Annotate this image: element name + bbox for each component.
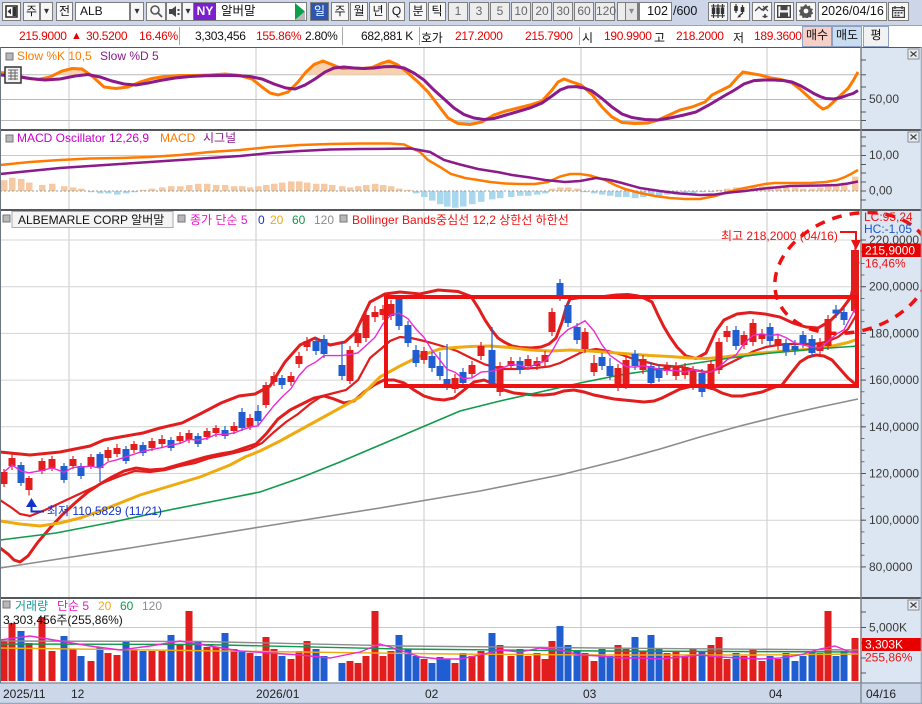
- svg-text:최고 218,2000 (04/16): 최고 218,2000 (04/16): [721, 229, 838, 243]
- svg-text:거래량: 거래량: [15, 599, 48, 613]
- svg-text:ALBEMARLE CORP 알버말: ALBEMARLE CORP 알버말: [18, 213, 164, 227]
- svg-text:60: 60: [292, 213, 306, 227]
- svg-text:10,00: 10,00: [869, 148, 899, 162]
- svg-text:04/16: 04/16: [866, 687, 896, 701]
- svg-text:120: 120: [314, 213, 334, 227]
- svg-text:160,0000: 160,0000: [869, 373, 919, 387]
- svg-text:0,00: 0,00: [869, 184, 893, 198]
- svg-text:120,0000: 120,0000: [869, 467, 919, 481]
- svg-text:Slow %K 10,5: Slow %K 10,5: [17, 49, 92, 63]
- svg-text:120: 120: [142, 599, 162, 613]
- svg-text:215,9000: 215,9000: [865, 244, 915, 258]
- svg-text:80,0000: 80,0000: [869, 560, 913, 574]
- svg-text:03: 03: [583, 687, 597, 701]
- svg-text:20: 20: [270, 213, 284, 227]
- svg-text:MACD: MACD: [160, 131, 196, 145]
- svg-text:100,0000: 100,0000: [869, 513, 919, 527]
- svg-text:Slow %D 5: Slow %D 5: [100, 49, 159, 63]
- svg-text:255,86%: 255,86%: [865, 651, 913, 665]
- svg-text:0: 0: [258, 213, 265, 227]
- svg-text:HC:-1,05: HC:-1,05: [864, 222, 912, 236]
- svg-text:3,303,456주(255,86%): 3,303,456주(255,86%): [3, 613, 123, 627]
- svg-text:2026/01: 2026/01: [256, 687, 300, 701]
- svg-text:180,0000: 180,0000: [869, 326, 919, 340]
- svg-text:단순 5: 단순 5: [57, 599, 89, 613]
- svg-text:3,303K: 3,303K: [865, 638, 903, 652]
- svg-text:2025/11: 2025/11: [3, 687, 46, 701]
- svg-text:200,0000: 200,0000: [869, 280, 919, 294]
- svg-text:시그널: 시그널: [203, 131, 236, 145]
- svg-text:04: 04: [769, 687, 783, 701]
- svg-text:종가 단순 5: 종가 단순 5: [190, 213, 248, 227]
- svg-text:02: 02: [425, 687, 439, 701]
- svg-text:50,00: 50,00: [869, 92, 899, 106]
- svg-text:최저 110,5829 (11/21): 최저 110,5829 (11/21): [47, 504, 162, 518]
- svg-text:12: 12: [71, 687, 85, 701]
- svg-text:MACD Oscillator 12,26,9: MACD Oscillator 12,26,9: [17, 131, 149, 145]
- svg-text:LC:95,24: LC:95,24: [864, 210, 913, 224]
- svg-text:20: 20: [98, 599, 112, 613]
- svg-text:60: 60: [120, 599, 134, 613]
- svg-text:140,0000: 140,0000: [869, 420, 919, 434]
- svg-text:Bollinger Bands중심선 12,2 상한선: Bollinger Bands중심선 12,2 상한선 하한선: [352, 213, 569, 227]
- svg-text:16,46%: 16,46%: [865, 257, 906, 271]
- svg-text:5,000K: 5,000K: [869, 621, 907, 635]
